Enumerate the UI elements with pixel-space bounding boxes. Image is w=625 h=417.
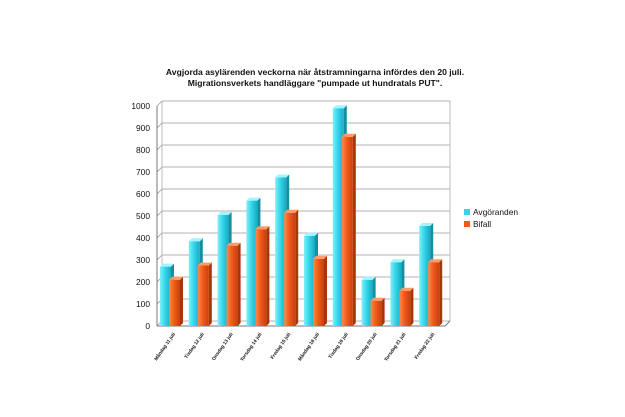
y-tick-label-4: 400: [136, 233, 150, 243]
x-tick-label-3: Torsdag 14 juli: [239, 332, 263, 363]
x-axis-tick-labels: Måndag 11 juli Tisdag 12 juli Onsdag 13 ju…: [152, 331, 436, 362]
bars: [160, 105, 443, 326]
grid-line-depth-8: [156, 144, 163, 151]
y-tick-label-7: 700: [136, 167, 150, 177]
legend: Avgöranden Bifall: [464, 207, 518, 229]
y-tick-label-2: 200: [136, 277, 150, 287]
x-tick-label-4: Fredag 15 juli: [270, 332, 293, 361]
bar-bifall-6: [341, 133, 356, 326]
legend-swatch-avgoranden: [464, 209, 470, 215]
x-tick-label-9: Fredag 22 juli: [414, 332, 437, 361]
y-tick-label-1: 100: [136, 299, 150, 309]
bar-bifall-8: [399, 287, 414, 326]
legend-label-bifall: Bifall: [473, 219, 491, 229]
y-tick-label-9: 900: [136, 123, 150, 133]
x-tick-label-8: Torsdag 21 juli: [383, 332, 407, 363]
bar-bifall-5: [313, 255, 327, 326]
legend-label-avgoranden: Avgöranden: [473, 207, 518, 217]
y-tick-label-10: 1000: [131, 101, 150, 111]
bar-bifall-4: [284, 209, 299, 326]
grid-line-depth-7: [156, 166, 163, 173]
bar-bifall-0: [169, 276, 183, 326]
x-tick-label-1: Tisdag 12 juli: [184, 332, 206, 360]
chart-title: Avgjorda asylärenden veckorna när åtstra…: [166, 67, 464, 77]
bar-bifall-7: [370, 297, 385, 326]
grid-line-depth-9: [156, 122, 163, 129]
grid-line-depth-4: [156, 232, 163, 239]
bar-bifall-1: [197, 262, 212, 326]
grid-line-depth-5: [156, 210, 163, 217]
y-tick-label-0: 0: [145, 321, 150, 331]
y-tick-label-6: 600: [136, 189, 150, 199]
grid-line-depth-6: [156, 188, 163, 195]
chart-subtitle: Migrationsverkets handläggare "pumpade u…: [188, 78, 443, 88]
bar-bifall-9: [428, 259, 443, 326]
bar-bifall-2: [226, 242, 241, 326]
y-tick-label-3: 300: [136, 255, 150, 265]
x-tick-label-6: Tisdag 19 juli: [328, 332, 350, 360]
bar-bifall-3: [255, 226, 270, 326]
y-tick-label-5: 500: [136, 211, 150, 221]
grid-line-depth-10: [156, 100, 163, 107]
y-axis-tick-labels: 0 100 200 300 400 500 600 700 800 900 1000: [131, 101, 150, 331]
grid-line-depth-3: [156, 254, 163, 261]
y-tick-label-8: 800: [136, 145, 150, 155]
x-tick-label-7: Onsdag 20 juli: [355, 332, 379, 362]
legend-swatch-bifall: [464, 221, 470, 227]
x-tick-label-2: Onsdag 13 juli: [211, 332, 235, 362]
x-tick-label-5: Måndag 18 juli: [296, 331, 321, 362]
x-axis-depth-line: [444, 320, 451, 327]
x-tick-label-0: Måndag 11 juli: [152, 331, 177, 362]
